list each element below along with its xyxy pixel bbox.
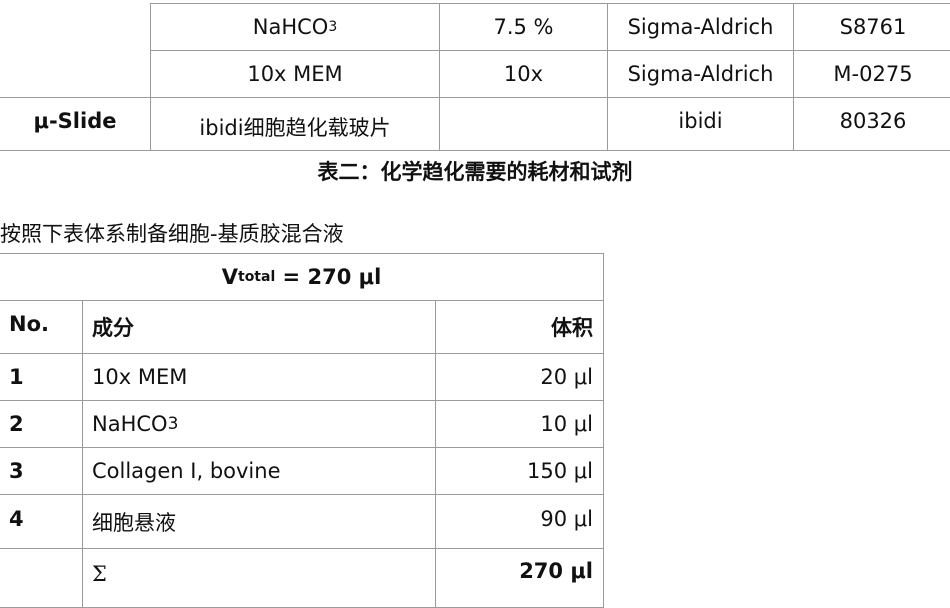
row-volume: 10 μl [435, 400, 604, 448]
reagent-catalog-number: M-0275 [793, 50, 950, 98]
reagent-supplier: ibidi [607, 97, 794, 151]
row-volume: 90 μl [435, 494, 604, 549]
group-cell-empty [0, 3, 151, 98]
reagent-supplier: Sigma-Aldrich [607, 3, 794, 51]
row-component: 细胞悬液 [82, 494, 436, 549]
row-component: NaHCO 3 [82, 400, 436, 448]
instruction-text: 按照下表体系制备细胞-基质胶混合液 [0, 222, 344, 246]
sum-value: 270 μl [435, 548, 604, 608]
reagent-concentration: 7.5 % [439, 3, 608, 51]
row-volume: 150 μl [435, 447, 604, 495]
reagent-catalog-number: 80326 [793, 97, 950, 151]
reagent-name: 10x MEM [150, 50, 440, 98]
row-component: 10x MEM [82, 353, 436, 401]
header-volume: 体积 [435, 300, 604, 354]
row-volume: 20 μl [435, 353, 604, 401]
sum-symbol: Σ [82, 548, 436, 608]
reagent-supplier: Sigma-Aldrich [607, 50, 794, 98]
row-component: Collagen I, bovine [82, 447, 436, 495]
row-no: 4 [0, 494, 83, 549]
table-caption: 表二：化学趋化需要的耗材和试剂 [317, 160, 633, 184]
row-no: 3 [0, 447, 83, 495]
reagent-concentration [439, 97, 608, 151]
reagent-concentration: 10x [439, 50, 608, 98]
reagent-catalog-number: S8761 [793, 3, 950, 51]
header-no: No. [0, 300, 83, 354]
row-no: 1 [0, 353, 83, 401]
group-label: μ-Slide [0, 97, 151, 151]
sum-no-empty [0, 548, 83, 608]
row-no: 2 [0, 400, 83, 448]
reagent-name: ibidi细胞趋化载玻片 [150, 97, 440, 151]
header-component: 成分 [82, 300, 436, 354]
reagent-name: NaHCO 3 [150, 3, 440, 51]
